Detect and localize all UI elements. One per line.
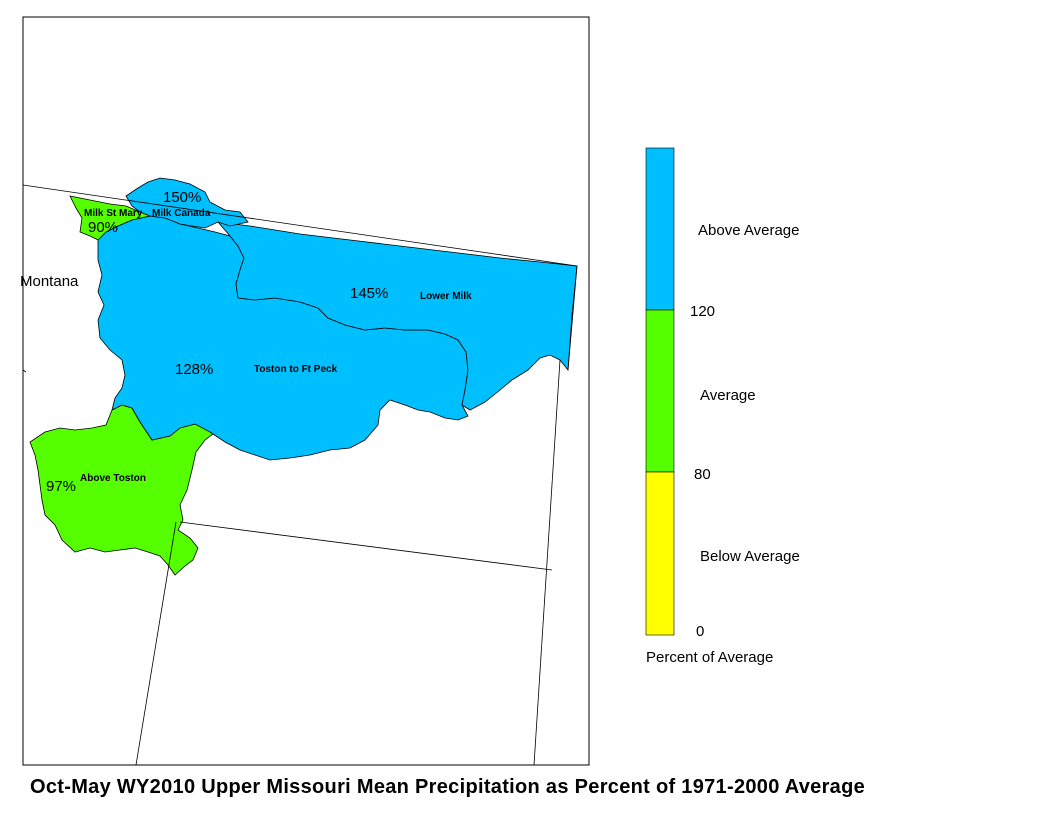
basin-percent-toston-to-ft-peck: 128% (175, 361, 213, 378)
basin-percent-milk-canada: 150% (163, 189, 201, 206)
legend-tick-0: 0 (696, 623, 704, 640)
legend-swatch-below (645, 471, 675, 636)
basin-name-toston-to-ft-peck: Toston to Ft Peck (254, 364, 338, 375)
basin-milk-canada[interactable] (125, 177, 249, 229)
basin-name-above-toston: Above Toston (80, 473, 146, 484)
basin-percent-lower-milk: 145% (350, 285, 388, 302)
figure-title: Oct-May WY2010 Upper Missouri Mean Preci… (30, 776, 865, 798)
basin-name-milk-st-mary: Milk St Mary (84, 208, 143, 219)
basin-name-lower-milk: Lower Milk (420, 291, 472, 302)
legend-label-above: Above Average (698, 222, 799, 239)
legend-title: Percent of Average (646, 649, 773, 666)
legend-tick-80: 80 (694, 466, 711, 483)
basin-lower-milk[interactable] (217, 221, 578, 411)
legend-tick-120: 120 (690, 303, 715, 320)
legend-swatch-average (645, 309, 675, 473)
legend: Above Average Average Below Average 120 … (645, 147, 800, 666)
basin-milk-st-mary[interactable] (69, 195, 152, 241)
legend-swatch-above (645, 147, 675, 311)
basin-percent-above-toston: 97% (46, 478, 76, 495)
state-label-montana: Montana (20, 273, 79, 290)
basin-name-milk-canada: Milk Canada (152, 208, 211, 219)
basin-percent-milk-st-mary: 90% (88, 219, 118, 236)
legend-label-below: Below Average (700, 548, 800, 565)
legend-label-average: Average (700, 387, 756, 404)
political-boundaries (22, 184, 578, 766)
